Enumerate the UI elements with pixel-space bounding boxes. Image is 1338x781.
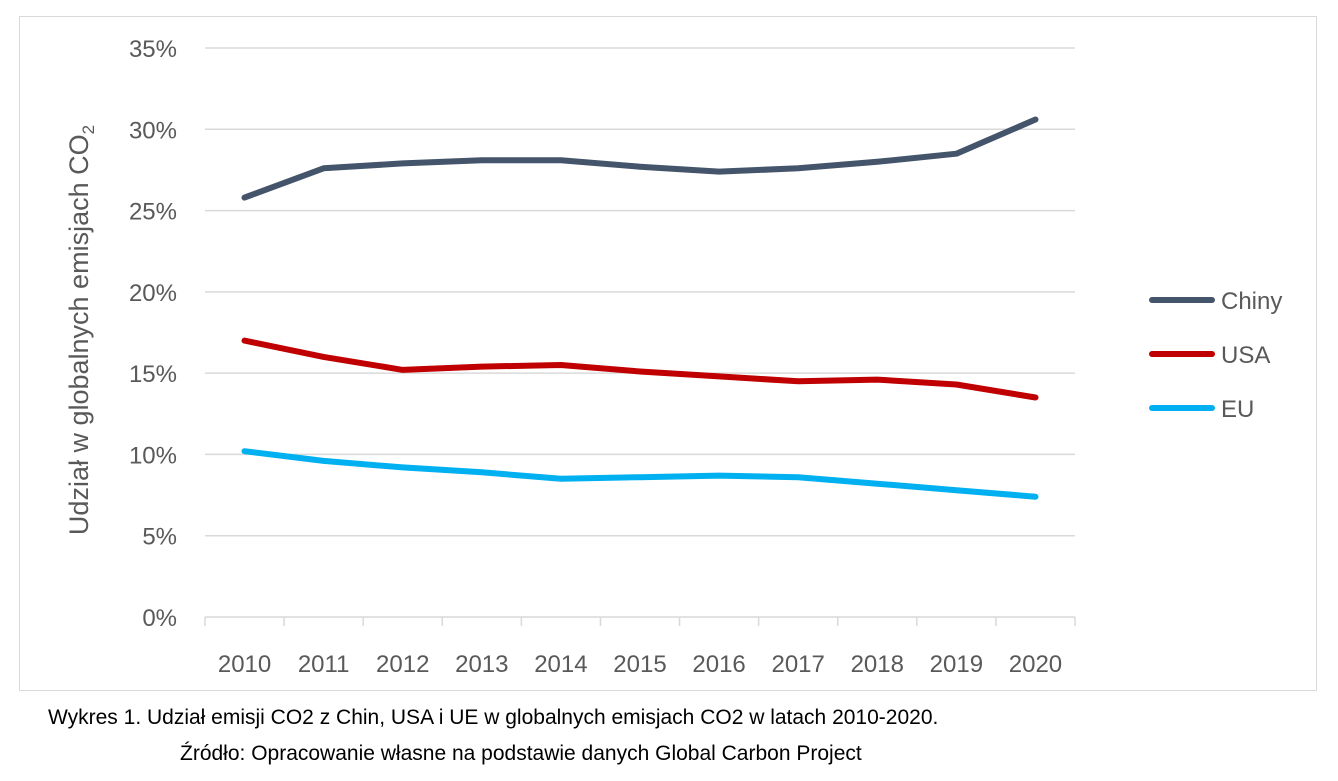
line-chart: 0% 5% 10% 15% 20% 25% 30% 35% 2010 2011 2012 2013 20… — [64, 36, 1282, 678]
x-tick-label: 2015 — [613, 651, 666, 678]
y-tick-label: 25% — [129, 199, 177, 226]
y-tick-label: 10% — [129, 442, 177, 469]
series-line-usa — [241, 337, 1039, 401]
y-tick-label: 0% — [142, 605, 177, 632]
x-tick-label: 2016 — [692, 651, 745, 678]
legend-label-eu: EU — [1221, 396, 1254, 423]
x-tick-label: 2013 — [455, 651, 508, 678]
series-layer — [241, 116, 1039, 500]
legend-label-usa: USA — [1221, 342, 1270, 369]
y-tick-label: 30% — [129, 117, 177, 144]
legend-label-chiny: Chiny — [1221, 288, 1282, 315]
figure-source: Źródło: Opracowanie własne na podstawie … — [180, 742, 862, 765]
x-tick-label: 2012 — [376, 651, 429, 678]
legend: Chiny USA EU — [1149, 288, 1282, 423]
axis-layer: 0% 5% 10% 15% 20% 25% 30% 35% 2010 2011 2012 2013 20… — [129, 36, 1076, 678]
figure-caption: Wykres 1. Udział emisji CO2 z Chin, USA … — [48, 706, 939, 729]
x-tick-label: 2020 — [1009, 651, 1062, 678]
x-tick-label: 2019 — [930, 651, 983, 678]
y-axis-label: Udział w globalnych emisjach CO2 — [64, 125, 98, 535]
x-tick-label: 2018 — [851, 651, 904, 678]
x-tick-label: 2017 — [771, 651, 824, 678]
y-tick-label: 15% — [129, 361, 177, 388]
y-tick-label: 5% — [142, 524, 177, 551]
y-axis-label-subscript: 2 — [79, 125, 98, 134]
chart-frame — [19, 16, 1317, 691]
series-line-eu — [241, 448, 1039, 500]
series-line-chiny — [241, 116, 1039, 201]
y-tick-label: 20% — [129, 280, 177, 307]
y-tick-label: 35% — [129, 36, 177, 63]
x-tick-label: 2011 — [298, 651, 350, 678]
x-tick-label: 2014 — [534, 651, 587, 678]
grid-layer — [205, 47, 1075, 537]
x-tick-label: 2010 — [218, 651, 271, 678]
